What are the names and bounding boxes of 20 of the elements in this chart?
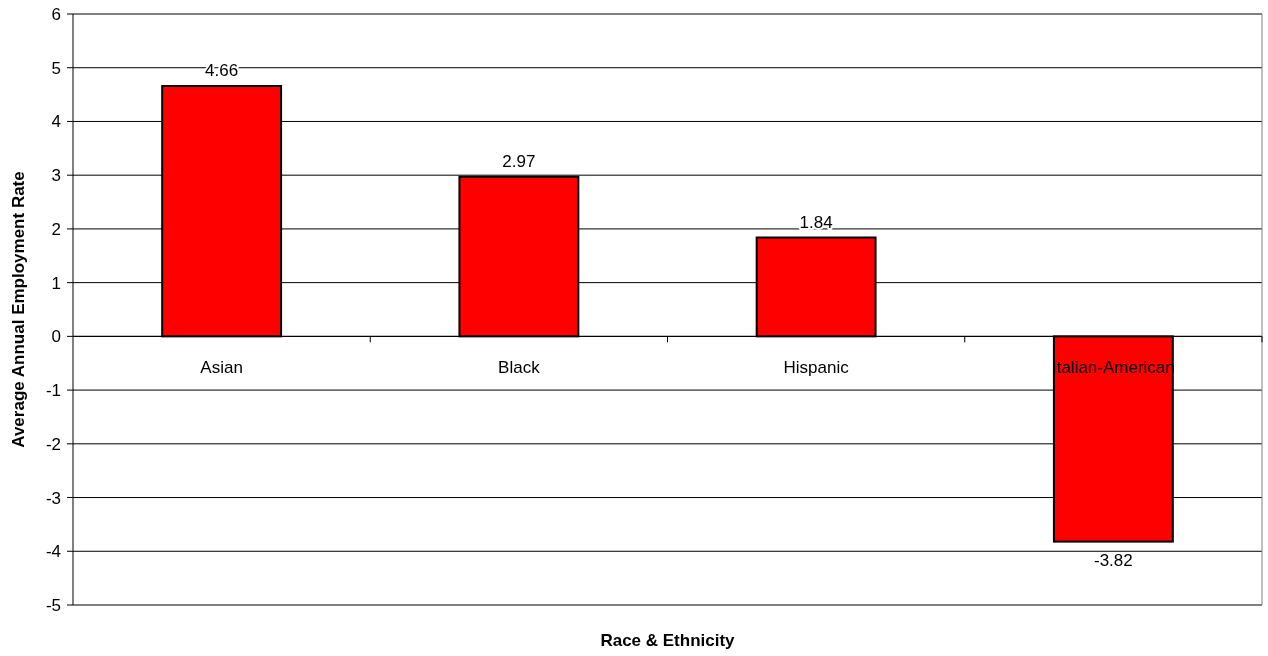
y-tick-label: 4 bbox=[51, 112, 61, 132]
y-tick-label: -3 bbox=[45, 488, 61, 508]
x-tick-label: Hispanic bbox=[783, 358, 850, 378]
y-tick-label: 3 bbox=[51, 166, 61, 186]
x-tick-label: Asian bbox=[200, 358, 243, 378]
y-tick-label: -2 bbox=[45, 434, 61, 454]
y-tick-label: 0 bbox=[51, 327, 61, 347]
data-label: -3.82 bbox=[1094, 550, 1133, 570]
data-label: 1.84 bbox=[799, 212, 833, 232]
y-tick-label: -5 bbox=[45, 596, 61, 615]
y-tick-label: -1 bbox=[45, 381, 61, 401]
y-tick-label: -4 bbox=[45, 542, 61, 562]
data-label: 2.97 bbox=[502, 151, 536, 171]
y-tick-label: 1 bbox=[51, 273, 61, 293]
y-tick-label: 5 bbox=[51, 58, 61, 78]
y-axis-title: Average Annual Employment Rate bbox=[9, 171, 28, 448]
y-tick-label: 6 bbox=[51, 5, 61, 24]
x-axis-title: Race & Ethnicity bbox=[600, 631, 736, 650]
x-tick-label: Black bbox=[498, 358, 541, 378]
y-tick-label: 2 bbox=[51, 219, 61, 239]
